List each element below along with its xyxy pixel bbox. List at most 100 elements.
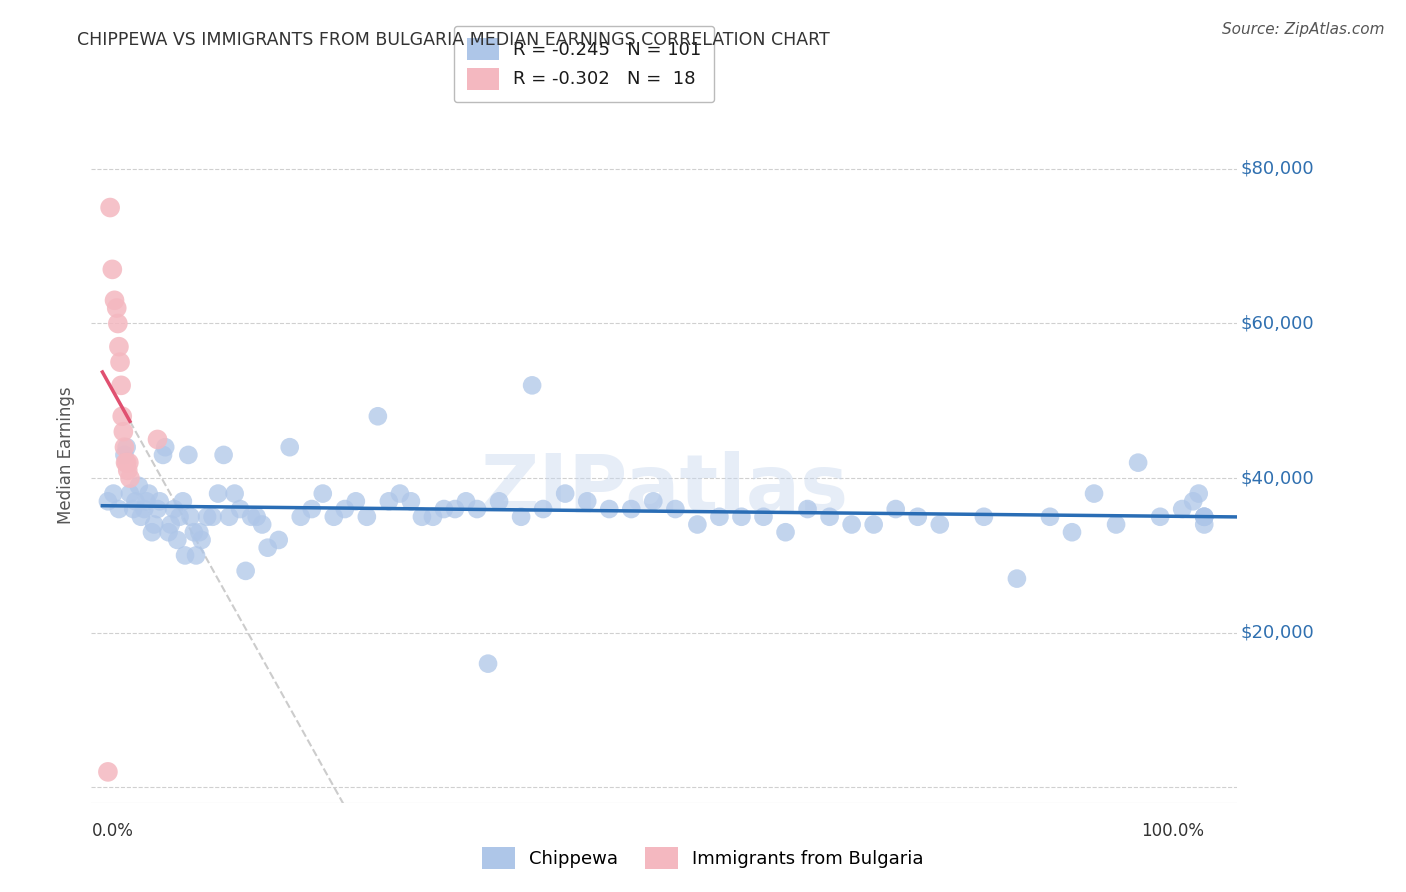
- Point: [108, 355, 131, 369]
- Point: [554, 486, 576, 500]
- Point: [108, 502, 131, 516]
- Point: [146, 502, 169, 516]
- Point: [454, 494, 477, 508]
- Point: [135, 494, 157, 508]
- Point: [378, 494, 401, 508]
- Point: [118, 471, 141, 485]
- Point: [146, 433, 169, 447]
- Point: [201, 509, 224, 524]
- Legend: Chippewa, Immigrants from Bulgaria: Chippewa, Immigrants from Bulgaria: [474, 838, 932, 879]
- Point: [796, 502, 818, 516]
- Point: [1083, 486, 1105, 500]
- Point: [333, 502, 356, 516]
- Point: [149, 494, 172, 508]
- Point: [169, 509, 191, 524]
- Text: $60,000: $60,000: [1240, 315, 1315, 333]
- Point: [907, 509, 929, 524]
- Point: [107, 317, 129, 331]
- Point: [267, 533, 290, 547]
- Text: 0.0%: 0.0%: [91, 822, 134, 840]
- Point: [105, 301, 128, 315]
- Point: [115, 456, 138, 470]
- Point: [177, 448, 200, 462]
- Point: [664, 502, 686, 516]
- Point: [510, 509, 533, 524]
- Point: [1149, 509, 1171, 524]
- Point: [278, 440, 301, 454]
- Point: [112, 425, 135, 439]
- Point: [190, 533, 212, 547]
- Text: Source: ZipAtlas.com: Source: ZipAtlas.com: [1222, 22, 1385, 37]
- Point: [1105, 517, 1128, 532]
- Point: [114, 456, 136, 470]
- Point: [841, 517, 863, 532]
- Point: [118, 486, 141, 500]
- Point: [1039, 509, 1062, 524]
- Point: [344, 494, 367, 508]
- Y-axis label: Median Earnings: Median Earnings: [58, 386, 76, 524]
- Point: [188, 525, 211, 540]
- Text: CHIPPEWA VS IMMIGRANTS FROM BULGARIA MEDIAN EARNINGS CORRELATION CHART: CHIPPEWA VS IMMIGRANTS FROM BULGARIA MED…: [77, 31, 830, 49]
- Point: [207, 486, 229, 500]
- Text: ZIPatlas: ZIPatlas: [481, 450, 848, 529]
- Point: [1126, 456, 1149, 470]
- Point: [118, 456, 141, 470]
- Point: [229, 502, 252, 516]
- Point: [195, 509, 218, 524]
- Point: [129, 509, 152, 524]
- Point: [520, 378, 543, 392]
- Point: [174, 549, 197, 563]
- Point: [134, 502, 156, 516]
- Point: [531, 502, 554, 516]
- Point: [1182, 494, 1205, 508]
- Point: [1060, 525, 1083, 540]
- Point: [752, 509, 775, 524]
- Point: [1192, 509, 1215, 524]
- Point: [183, 525, 205, 540]
- Point: [108, 340, 131, 354]
- Point: [576, 494, 599, 508]
- Point: [110, 378, 132, 392]
- Point: [422, 509, 444, 524]
- Point: [117, 463, 139, 477]
- Point: [103, 486, 125, 500]
- Point: [250, 517, 273, 532]
- Point: [433, 502, 456, 516]
- Point: [973, 509, 995, 524]
- Point: [477, 657, 499, 671]
- Point: [818, 509, 841, 524]
- Point: [709, 509, 731, 524]
- Point: [138, 486, 160, 500]
- Point: [163, 502, 186, 516]
- Point: [444, 502, 467, 516]
- Point: [152, 448, 174, 462]
- Point: [411, 509, 433, 524]
- Point: [172, 494, 194, 508]
- Point: [97, 764, 120, 779]
- Point: [115, 440, 138, 454]
- Point: [1171, 502, 1194, 516]
- Point: [928, 517, 950, 532]
- Point: [862, 517, 884, 532]
- Point: [155, 440, 177, 454]
- Point: [301, 502, 323, 516]
- Point: [1005, 572, 1028, 586]
- Point: [159, 517, 181, 532]
- Point: [620, 502, 643, 516]
- Point: [322, 509, 344, 524]
- Point: [465, 502, 488, 516]
- Point: [256, 541, 278, 555]
- Point: [388, 486, 411, 500]
- Point: [98, 201, 121, 215]
- Point: [1192, 509, 1215, 524]
- Point: [212, 448, 235, 462]
- Point: [775, 525, 797, 540]
- Point: [356, 509, 378, 524]
- Point: [97, 494, 120, 508]
- Point: [643, 494, 665, 508]
- Point: [114, 448, 136, 462]
- Point: [143, 517, 166, 532]
- Text: $80,000: $80,000: [1240, 160, 1315, 178]
- Point: [141, 525, 163, 540]
- Text: 100.0%: 100.0%: [1142, 822, 1204, 840]
